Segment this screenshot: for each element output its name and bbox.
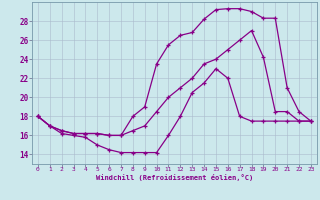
X-axis label: Windchill (Refroidissement éolien,°C): Windchill (Refroidissement éolien,°C) (96, 174, 253, 181)
